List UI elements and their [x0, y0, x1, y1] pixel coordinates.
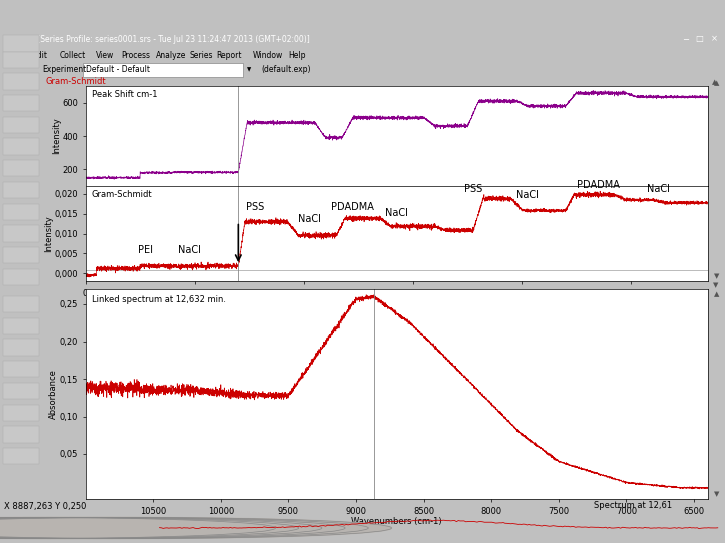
- Text: ▼: ▼: [713, 282, 718, 288]
- FancyBboxPatch shape: [4, 426, 38, 443]
- Text: PDADMA: PDADMA: [331, 202, 374, 212]
- Text: PEI: PEI: [138, 245, 153, 255]
- Text: PSS: PSS: [464, 184, 482, 194]
- FancyBboxPatch shape: [4, 204, 38, 220]
- Text: Collect: Collect: [59, 50, 86, 60]
- Text: Analyze: Analyze: [156, 50, 186, 60]
- Text: Edit: Edit: [33, 50, 48, 60]
- Text: File: File: [4, 50, 17, 60]
- Y-axis label: Absorbance: Absorbance: [49, 369, 58, 419]
- Text: Gram-Schmidt: Gram-Schmidt: [92, 190, 152, 199]
- Text: ▼: ▼: [714, 491, 719, 497]
- FancyBboxPatch shape: [4, 296, 38, 312]
- Text: ▼: ▼: [247, 67, 251, 73]
- FancyBboxPatch shape: [4, 339, 38, 356]
- Text: Peak Shift cm-1: Peak Shift cm-1: [92, 90, 157, 99]
- Text: ×: ×: [710, 35, 718, 43]
- FancyBboxPatch shape: [4, 182, 38, 198]
- Text: ─: ─: [683, 35, 687, 43]
- FancyBboxPatch shape: [83, 64, 243, 77]
- Circle shape: [0, 517, 299, 539]
- Text: NaCl: NaCl: [298, 213, 320, 224]
- Y-axis label: Intensity: Intensity: [51, 118, 61, 154]
- Text: PSS: PSS: [246, 202, 264, 212]
- FancyBboxPatch shape: [4, 269, 38, 285]
- FancyBboxPatch shape: [4, 160, 38, 176]
- FancyBboxPatch shape: [4, 361, 38, 377]
- FancyBboxPatch shape: [4, 35, 38, 52]
- Text: NaCl: NaCl: [178, 245, 201, 255]
- Circle shape: [0, 517, 276, 539]
- Text: Spectrum at 12,61: Spectrum at 12,61: [594, 502, 673, 510]
- Text: Default - Default: Default - Default: [86, 66, 149, 74]
- Text: Series: Series: [190, 50, 213, 60]
- Text: OMNIC - [Series Profile: series0001.srs - Tue Jul 23 11:24:47 2013 (GMT+02:00)]: OMNIC - [Series Profile: series0001.srs …: [4, 35, 310, 43]
- FancyBboxPatch shape: [4, 318, 38, 334]
- Text: NaCl: NaCl: [385, 207, 408, 218]
- X-axis label: Wavenumbers (cm-1): Wavenumbers (cm-1): [352, 517, 442, 526]
- Text: Window: Window: [252, 50, 283, 60]
- Circle shape: [0, 517, 368, 539]
- FancyBboxPatch shape: [4, 73, 38, 90]
- FancyBboxPatch shape: [4, 117, 38, 133]
- Circle shape: [0, 517, 392, 539]
- FancyBboxPatch shape: [4, 448, 38, 464]
- Text: View: View: [96, 50, 115, 60]
- Text: ▲: ▲: [714, 80, 719, 86]
- Text: ▲: ▲: [714, 291, 719, 297]
- Text: Report: Report: [216, 50, 241, 60]
- Text: ▼: ▼: [714, 273, 719, 279]
- Text: X 8887,263 Y 0,250: X 8887,263 Y 0,250: [4, 502, 86, 510]
- Text: Experiment:: Experiment:: [42, 66, 88, 74]
- FancyBboxPatch shape: [4, 247, 38, 263]
- Text: ▲: ▲: [712, 79, 718, 85]
- Text: Help: Help: [288, 50, 305, 60]
- FancyBboxPatch shape: [4, 225, 38, 242]
- Circle shape: [0, 517, 322, 539]
- Text: Linked spectrum at 12,632 min.: Linked spectrum at 12,632 min.: [92, 295, 225, 304]
- Text: NaCl: NaCl: [516, 190, 539, 200]
- Text: Process: Process: [121, 50, 150, 60]
- Circle shape: [0, 517, 345, 539]
- X-axis label: Time (minutes): Time (minutes): [365, 299, 428, 308]
- Text: (default.exp): (default.exp): [261, 66, 310, 74]
- Text: PDADMA: PDADMA: [577, 180, 620, 190]
- FancyBboxPatch shape: [4, 383, 38, 399]
- Y-axis label: Intensity: Intensity: [44, 215, 53, 252]
- FancyBboxPatch shape: [4, 405, 38, 421]
- Text: □: □: [696, 35, 703, 43]
- FancyBboxPatch shape: [4, 138, 38, 155]
- Text: Gram-Schmidt: Gram-Schmidt: [46, 78, 106, 86]
- FancyBboxPatch shape: [4, 52, 38, 68]
- FancyBboxPatch shape: [4, 95, 38, 111]
- Text: NaCl: NaCl: [647, 184, 670, 194]
